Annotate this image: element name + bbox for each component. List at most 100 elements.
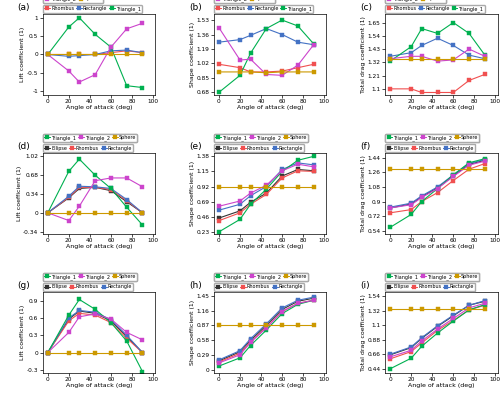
Ellipse: [295, 167, 301, 172]
Text: (d): (d): [18, 142, 30, 152]
Line: Rectangle: Rectangle: [217, 161, 316, 212]
Sphere: [418, 167, 424, 172]
Rectangle: [408, 50, 414, 55]
Rhombus: [45, 210, 51, 215]
Y-axis label: Lift coefficient (1): Lift coefficient (1): [20, 305, 25, 360]
Rectangle: [434, 185, 440, 189]
Triangle_1: [66, 25, 72, 29]
Triangle_1: [408, 44, 414, 49]
X-axis label: Angle of attack (deg): Angle of attack (deg): [66, 383, 132, 388]
Ellipse: [237, 208, 243, 213]
Rectangle: [466, 303, 472, 307]
Rhombus: [66, 52, 72, 57]
Y-axis label: Shape coefficient (1): Shape coefficient (1): [190, 22, 195, 87]
Rectangle: [450, 313, 456, 318]
Sphere: [108, 350, 114, 355]
Rectangle: [279, 32, 285, 37]
Line: Triangle_2: Triangle_2: [388, 47, 487, 63]
Triangle_1: [92, 307, 98, 312]
Ellipse: [140, 210, 145, 215]
Triangle_1: [124, 205, 130, 210]
Sphere: [216, 69, 222, 74]
Rhombus: [124, 198, 130, 203]
Sphere: [92, 210, 98, 215]
Triangle_1: [237, 73, 243, 78]
Triangle_1: [418, 199, 424, 204]
Triangle_1: [92, 173, 98, 178]
Triangle_2: [295, 63, 301, 68]
Line: Rhombus: Rhombus: [46, 185, 144, 215]
Sphere: [76, 210, 82, 215]
Triangle_1: [108, 320, 114, 325]
Triangle_2: [108, 317, 114, 322]
Triangle_2: [279, 73, 285, 78]
Rectangle: [387, 205, 393, 210]
Triangle_2: [450, 58, 456, 62]
Triangle_1: [434, 31, 440, 36]
Rectangle: [76, 184, 82, 189]
Ellipse: [279, 174, 285, 179]
Line: Triangle_2: Triangle_2: [46, 312, 144, 355]
Triangle_2: [237, 199, 243, 204]
Sphere: [310, 69, 316, 74]
Sphere: [237, 184, 243, 189]
Sphere: [66, 52, 72, 57]
Sphere: [248, 69, 254, 74]
Rectangle: [279, 167, 285, 172]
Legend: Triangle_1, Triangle_2, Sphere: Triangle_1, Triangle_2, Sphere: [43, 134, 137, 142]
Triangle_1: [92, 32, 98, 37]
Rhombus: [434, 190, 440, 195]
Rhombus: [310, 62, 316, 66]
Sphere: [264, 184, 270, 189]
Sphere: [124, 350, 130, 355]
Rectangle: [237, 202, 243, 207]
Legend: Triangle_1, Triangle_2, Sphere: Triangle_1, Triangle_2, Sphere: [214, 273, 308, 281]
Line: Ellipse: Ellipse: [388, 158, 487, 210]
Sphere: [264, 323, 270, 328]
Rhombus: [466, 78, 472, 83]
Rhombus: [466, 307, 472, 312]
Ellipse: [264, 191, 270, 195]
Ellipse: [450, 314, 456, 318]
Rhombus: [310, 169, 316, 174]
Text: (b): (b): [189, 4, 202, 12]
Sphere: [76, 52, 82, 57]
Line: Triangle_1: Triangle_1: [388, 303, 487, 371]
Ellipse: [466, 162, 472, 167]
X-axis label: Angle of attack (deg): Angle of attack (deg): [408, 383, 474, 388]
Ellipse: [279, 307, 285, 312]
Triangle_2: [124, 176, 130, 181]
Y-axis label: Lift coefficient (1): Lift coefficient (1): [16, 166, 21, 221]
Triangle_2: [295, 162, 301, 166]
Triangle_1: [248, 343, 254, 348]
Triangle_1: [124, 339, 130, 343]
X-axis label: Angle of attack (deg): Angle of attack (deg): [408, 244, 474, 249]
Sphere: [45, 350, 51, 355]
Triangle_2: [237, 352, 243, 357]
Ellipse: [216, 359, 222, 364]
Ellipse: [418, 194, 424, 199]
Line: Triangle_2: Triangle_2: [388, 301, 487, 359]
Rhombus: [279, 309, 285, 314]
Rectangle: [108, 48, 114, 53]
Rhombus: [248, 202, 254, 207]
Line: Sphere: Sphere: [46, 211, 144, 215]
Rectangle: [124, 197, 130, 202]
Triangle_2: [408, 202, 414, 207]
Text: (h): (h): [189, 281, 202, 291]
Line: Rhombus: Rhombus: [388, 73, 487, 94]
Rectangle: [279, 305, 285, 310]
Rhombus: [418, 341, 424, 345]
Triangle_1: [450, 172, 456, 177]
Triangle_2: [466, 305, 472, 310]
Legend: Triangle_1, Triangle_2, Sphere: Triangle_1, Triangle_2, Sphere: [386, 273, 480, 281]
Sphere: [279, 69, 285, 74]
Triangle_1: [108, 186, 114, 191]
Rectangle: [264, 322, 270, 326]
Rectangle: [418, 193, 424, 198]
Triangle_2: [92, 72, 98, 77]
Line: Triangle_1: Triangle_1: [46, 16, 144, 89]
Rectangle: [482, 56, 488, 61]
Sphere: [408, 306, 414, 311]
Ellipse: [124, 199, 130, 204]
